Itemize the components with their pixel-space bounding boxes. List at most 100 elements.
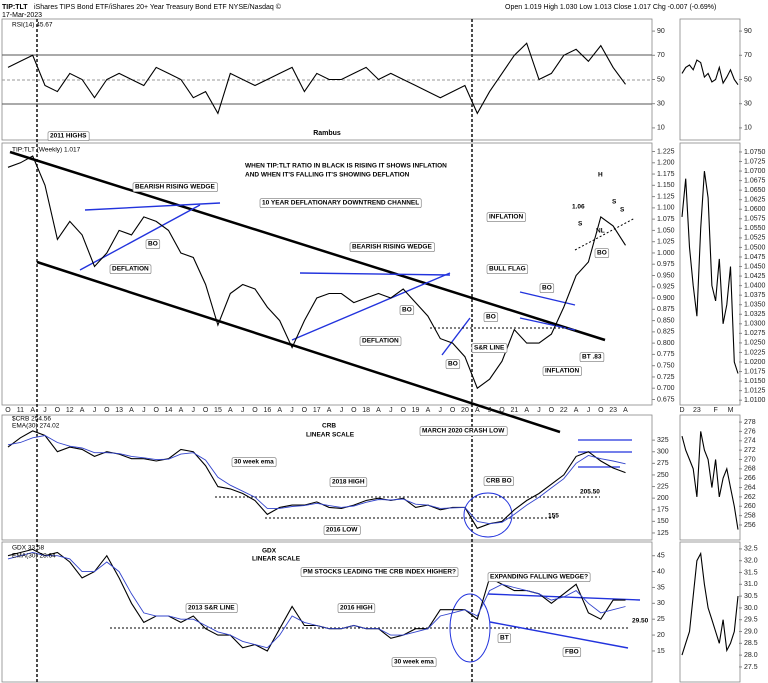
crb-frame	[1, 414, 653, 541]
annotation: DEFLATION	[109, 264, 152, 275]
x-tick-label: A	[376, 407, 381, 414]
annotation-text: 205.50	[580, 489, 600, 496]
y-tick-label: 1.0125	[744, 387, 766, 394]
x-tick-label: A	[179, 407, 184, 414]
annotation-box	[399, 305, 415, 316]
neckline	[574, 217, 636, 251]
annotation-box	[132, 182, 218, 193]
y-tick-label: 30.0	[744, 605, 758, 612]
x-tick-label: J	[340, 407, 344, 414]
legend-entry: $CRB 254.56	[12, 416, 51, 423]
annotation-text: WHEN TIP:TLT RATIO IN BLACK IS RISING IT…	[245, 163, 447, 170]
annotation-text: BO	[542, 285, 552, 292]
x-tick-label: O	[5, 407, 11, 414]
x-tick-label: O	[302, 407, 308, 414]
y-tick-label: 0.725	[657, 374, 675, 381]
x-tick-label: A	[623, 407, 628, 414]
x-tick-label: O	[549, 407, 555, 414]
annotation-box	[185, 603, 238, 614]
x-tick-label: 19	[412, 407, 420, 414]
x-tick-label: A	[80, 407, 85, 414]
x-tick-label: J	[290, 407, 294, 414]
y-tick-label: 1.0450	[744, 263, 766, 270]
y-tick-label: 200	[657, 495, 669, 502]
annotation: 2016 HIGH	[337, 603, 376, 614]
x-tick-label: A	[327, 407, 332, 414]
x-tick-label: A	[475, 407, 480, 414]
annotation-text: BO	[486, 314, 496, 321]
x-tick-label: O	[153, 407, 159, 414]
y-tick-label: 25	[657, 616, 665, 623]
x-tick-label: J	[439, 407, 443, 414]
y-tick-label: 266	[744, 475, 756, 482]
annotation: 29.50	[632, 618, 649, 625]
wedge-line	[84, 202, 221, 211]
annotation-box	[47, 131, 90, 142]
y-tick-label: 1.0475	[744, 254, 766, 261]
annotation-text: BEARISH RISING WEDGE	[352, 244, 432, 251]
annotation: BO	[483, 312, 499, 323]
y-tick-label: 29.5	[744, 617, 758, 624]
annotation-box	[329, 477, 368, 488]
x-tick-label: A	[574, 407, 579, 414]
annotation-text: BT	[500, 635, 509, 642]
frames	[1, 18, 741, 683]
y-tick-label: 272	[744, 447, 756, 454]
x-tick-label: 15	[214, 407, 222, 414]
annotation: H	[598, 172, 603, 179]
annotation-box	[259, 198, 422, 209]
y-tick-label: 1.225	[657, 148, 675, 155]
y-tick-label: 1.0150	[744, 378, 766, 385]
y-tick-label: 45	[657, 553, 665, 560]
annotation: WHEN TIP:TLT RATIO IN BLACK IS RISING IT…	[245, 163, 447, 170]
annotation-text: CRB BO	[486, 478, 512, 485]
y-tick-label: 40	[657, 568, 665, 575]
y-tick-label: 31.0	[744, 581, 758, 588]
x-tick-label: A	[277, 407, 282, 414]
x-tick-label: 13	[115, 407, 123, 414]
y-tick-label: 10	[657, 125, 665, 132]
annotation-box	[109, 264, 152, 275]
annotation: 2018 HIGH	[329, 477, 368, 488]
wedge-line	[79, 204, 201, 271]
annotation-text: BULL FLAG	[489, 266, 526, 273]
y-tick-label: 1.0600	[744, 206, 766, 213]
y-tick-label: 32.0	[744, 558, 758, 565]
x-tick-label: A	[524, 407, 529, 414]
crb-mini-frame	[679, 414, 741, 541]
y-tick-label: 1.0250	[744, 340, 766, 347]
x-tick-label: O	[55, 407, 61, 414]
channel-line	[9, 150, 606, 342]
y-tick-label: 31.5	[744, 569, 758, 576]
x-tick-label: J	[587, 407, 591, 414]
y-tick-label: 29.0	[744, 628, 758, 635]
annotation-text: CRB	[322, 423, 336, 430]
annotation-box	[445, 359, 461, 370]
y-tick-label: 28.5	[744, 640, 758, 647]
annotation: 2013 S&R LINE	[185, 603, 238, 614]
series-line	[681, 59, 739, 86]
annotation-text: S&R LINE	[474, 345, 505, 352]
annotation-text: 30 week ema	[394, 659, 434, 666]
y-tick-label: 0.900	[657, 295, 675, 302]
x-tick-label: O	[400, 407, 406, 414]
y-tick-label: 275	[657, 460, 669, 467]
annotation-box	[487, 572, 591, 583]
legend-entry: EMA(30) 274.02	[12, 423, 60, 430]
x-tick-label: 18	[362, 407, 370, 414]
annotation-box	[579, 352, 605, 363]
x-tick-label: J	[488, 407, 492, 414]
annotation-text: H	[598, 172, 603, 179]
annotation: BO	[594, 248, 610, 259]
annotation-text: LINEAR SCALE	[306, 432, 355, 439]
annotation: NL	[596, 228, 605, 235]
y-tick-label: 1.0275	[744, 330, 766, 337]
annotation: INFLATION	[542, 366, 582, 377]
y-tick-label: 1.0575	[744, 216, 766, 223]
annotation-box	[594, 248, 610, 259]
y-tick-label: 0.925	[657, 284, 675, 291]
y-tick-label: 1.150	[657, 182, 675, 189]
annotation-text: MARCH 2020 CRASH LOW	[422, 428, 505, 435]
annotation-box	[391, 657, 437, 668]
annotation-text: 29.50	[632, 618, 649, 625]
